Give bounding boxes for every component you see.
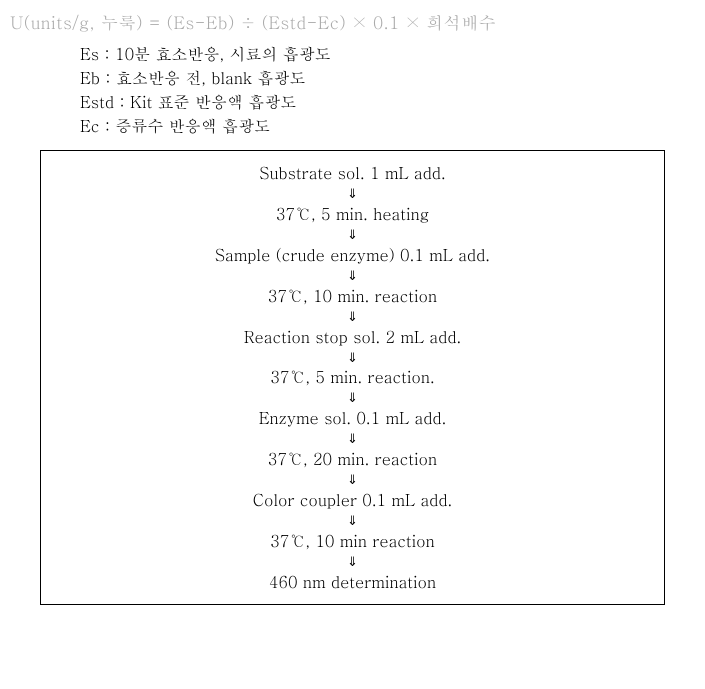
flow-diagram-box: Substrate sol. 1 mL add. ⇓ 37℃, 5 min. h… bbox=[40, 150, 665, 605]
flow-step: Sample (crude enzyme) 0.1 mL add. bbox=[41, 243, 664, 267]
definition-line: Es : 10분 효소반응, 시료의 흡광도 bbox=[80, 42, 695, 66]
formula: U(units/g, 누룩) = (Es-Eb) ÷ (Estd-Ec) × 0… bbox=[10, 10, 695, 34]
flow-step: Substrate sol. 1 mL add. bbox=[41, 161, 664, 185]
flow-step: 460 nm determination bbox=[41, 570, 664, 594]
down-arrow-icon: ⇓ bbox=[41, 471, 664, 488]
down-arrow-icon: ⇓ bbox=[41, 389, 664, 406]
down-arrow-icon: ⇓ bbox=[41, 553, 664, 570]
flow-step: Color coupler 0.1 mL add. bbox=[41, 488, 664, 512]
flow-step: Enzyme sol. 0.1 mL add. bbox=[41, 406, 664, 430]
down-arrow-icon: ⇓ bbox=[41, 349, 664, 366]
definition-line: Estd : Kit 표준 반응액 흡광도 bbox=[80, 90, 695, 114]
definition-line: Ec : 증류수 반응액 흡광도 bbox=[80, 114, 695, 138]
definitions-block: Es : 10분 효소반응, 시료의 흡광도 Eb : 효소반응 전, blan… bbox=[80, 42, 695, 138]
flow-step: 37℃, 20 min. reaction bbox=[41, 447, 664, 471]
down-arrow-icon: ⇓ bbox=[41, 430, 664, 447]
flow-step: 37℃, 10 min. reaction bbox=[41, 284, 664, 308]
down-arrow-icon: ⇓ bbox=[41, 226, 664, 243]
down-arrow-icon: ⇓ bbox=[41, 308, 664, 325]
flow-step: 37℃, 5 min. heating bbox=[41, 202, 664, 226]
flow-step: Reaction stop sol. 2 mL add. bbox=[41, 325, 664, 349]
flow-step: 37℃, 10 min reaction bbox=[41, 529, 664, 553]
flow-step: 37℃, 5 min. reaction. bbox=[41, 365, 664, 389]
down-arrow-icon: ⇓ bbox=[41, 267, 664, 284]
down-arrow-icon: ⇓ bbox=[41, 512, 664, 529]
down-arrow-icon: ⇓ bbox=[41, 185, 664, 202]
definition-line: Eb : 효소반응 전, blank 흡광도 bbox=[80, 66, 695, 90]
